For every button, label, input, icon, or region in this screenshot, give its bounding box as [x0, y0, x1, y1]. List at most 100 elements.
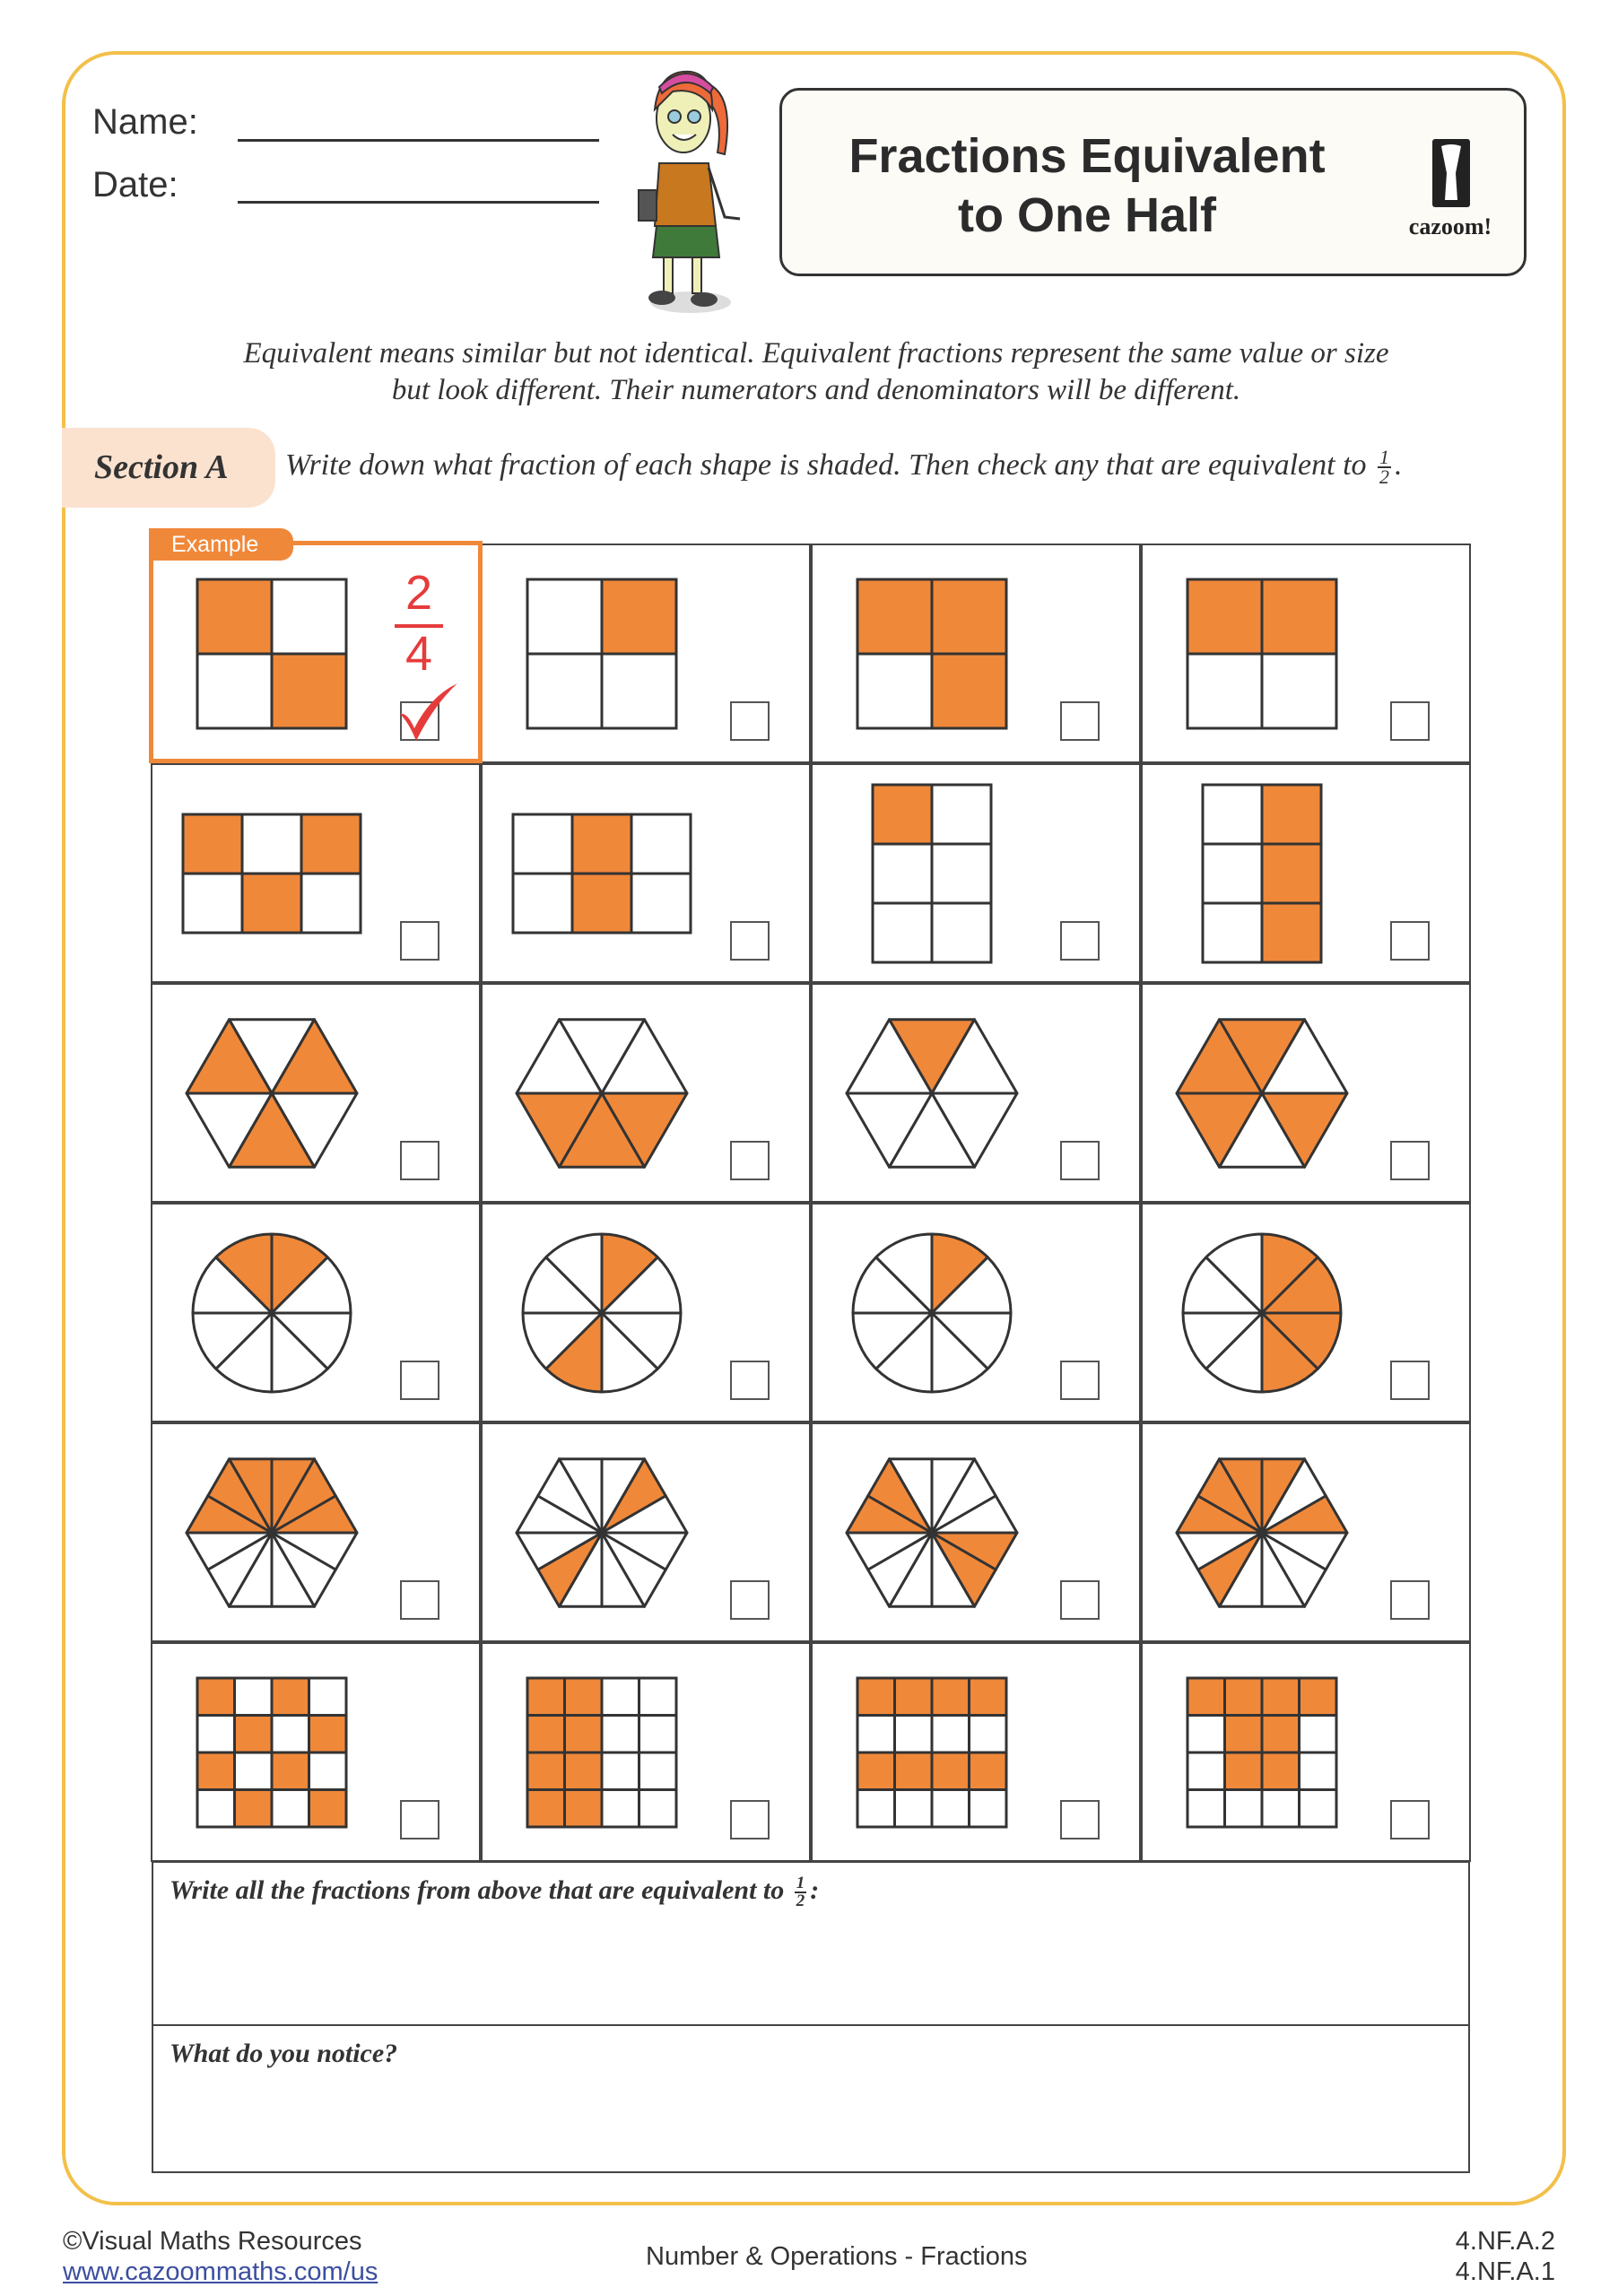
- equivalent-checkbox[interactable]: [1060, 1800, 1100, 1839]
- equivalent-checkbox[interactable]: [1060, 1361, 1100, 1400]
- worksheet-title: Fractions Equivalent to One Half: [818, 126, 1356, 245]
- shape-part: [856, 1788, 896, 1829]
- shape-part: [930, 1751, 970, 1791]
- shape-part: [1260, 901, 1323, 964]
- shape-part: [1186, 1751, 1226, 1791]
- footer-link[interactable]: www.cazoommaths.com/us: [63, 2257, 378, 2286]
- shape-part: [893, 1788, 934, 1829]
- shape-part: [196, 1788, 236, 1829]
- shape-part: [893, 1714, 934, 1754]
- equivalent-checkbox[interactable]: [730, 1580, 770, 1620]
- equivalent-checkbox[interactable]: [1390, 1800, 1430, 1839]
- shape-hex6: [845, 1018, 1019, 1169]
- equivalent-checkbox[interactable]: [730, 921, 770, 961]
- shape-part: [185, 1018, 274, 1095]
- notice-answer-box[interactable]: What do you notice?: [152, 2024, 1470, 2173]
- shape-part: [1260, 578, 1338, 656]
- equivalent-checkbox[interactable]: [400, 1800, 439, 1839]
- shape-part: [1298, 1751, 1338, 1791]
- name-label: Name:: [92, 102, 198, 142]
- equivalent-checkbox[interactable]: [400, 1361, 439, 1400]
- date-field[interactable]: [238, 201, 599, 204]
- shape-part: [600, 578, 678, 656]
- equivalent-checkbox[interactable]: [730, 1800, 770, 1839]
- shape-cell: [481, 1203, 811, 1422]
- shape-hex12: [185, 1457, 359, 1608]
- equivalent-checkbox[interactable]: [1390, 1141, 1430, 1180]
- equivalent-checkbox[interactable]: [400, 1580, 439, 1620]
- shape-hex6: [515, 1018, 689, 1169]
- equivalent-checkbox[interactable]: [730, 1141, 770, 1180]
- equivalent-checkbox[interactable]: [730, 701, 770, 741]
- name-field[interactable]: [238, 139, 599, 142]
- shape-cell: [481, 1642, 811, 1862]
- shape-part: [1186, 1788, 1226, 1829]
- equivalent-checkbox[interactable]: [1390, 921, 1430, 961]
- equivalent-checkbox[interactable]: [730, 1361, 770, 1400]
- shape-part: [871, 783, 934, 846]
- notice-prompt: What do you notice?: [170, 2039, 398, 2068]
- shape-part: [930, 652, 1008, 730]
- shape-part: [270, 652, 348, 730]
- shape-part: [570, 813, 633, 875]
- title-line-1: Fractions Equivalent: [848, 129, 1326, 183]
- date-label: Date:: [92, 165, 178, 204]
- shape-cell: [151, 983, 481, 1203]
- shape-part: [856, 578, 934, 656]
- shape-part: [526, 578, 604, 656]
- shape-part: [563, 1788, 604, 1829]
- numerator: 1: [794, 1874, 807, 1894]
- shape-part: [888, 1457, 934, 1535]
- footer-standard-2: 4.NF.A.1: [1455, 2257, 1555, 2286]
- shape-part: [930, 1788, 970, 1829]
- shape-cell: [151, 1422, 481, 1642]
- shape-part: [630, 813, 692, 875]
- equivalent-checkbox[interactable]: [1060, 1141, 1100, 1180]
- shape-grid: [196, 578, 348, 730]
- shape-hex6: [185, 1018, 359, 1169]
- shape-hex6: [1175, 1018, 1349, 1169]
- section-label: Section A: [94, 448, 229, 486]
- example-frame: [149, 541, 483, 763]
- shape-part: [930, 842, 993, 905]
- shape-part: [1260, 842, 1323, 905]
- shape-part: [181, 872, 244, 935]
- shape-part: [968, 1788, 1008, 1829]
- shape-part: [300, 813, 362, 875]
- shape-circle8: [851, 1232, 1013, 1394]
- equivalent-fractions-answer-box[interactable]: Write all the fractions from above that …: [152, 1861, 1470, 2026]
- shape-grid: [871, 783, 993, 964]
- equivalent-checkbox[interactable]: [400, 921, 439, 961]
- shape-part: [1298, 1788, 1338, 1829]
- shape-cell: [481, 1422, 811, 1642]
- footer-topic: Number & Operations - Fractions: [646, 2242, 1028, 2271]
- shape-part: [638, 1714, 678, 1754]
- numerator: 1: [1378, 446, 1392, 469]
- equivalent-checkbox[interactable]: [1060, 1580, 1100, 1620]
- equivalent-checkbox[interactable]: [1060, 921, 1100, 961]
- shape-cell: [1141, 763, 1471, 983]
- instruction-end: .: [1395, 448, 1403, 482]
- equivalent-prompt-text: Write all the fractions from above that …: [170, 1875, 785, 1905]
- shape-part: [511, 813, 574, 875]
- shape-part: [1201, 842, 1264, 905]
- shape-cell: [151, 544, 481, 763]
- shape-grid: [181, 813, 362, 935]
- equivalent-checkbox[interactable]: [400, 1141, 439, 1180]
- denominator: 2: [796, 1892, 805, 1911]
- shape-part: [563, 1714, 604, 1754]
- shape-part: [930, 1714, 970, 1754]
- equivalent-checkbox[interactable]: [1060, 701, 1100, 741]
- shape-part: [1186, 1714, 1226, 1754]
- equivalent-checkbox[interactable]: [1390, 701, 1430, 741]
- shape-cell: [481, 983, 811, 1203]
- shape-part: [1201, 783, 1264, 846]
- shape-part: [233, 1714, 274, 1754]
- equivalent-checkbox[interactable]: [1390, 1580, 1430, 1620]
- shape-part: [1223, 1751, 1264, 1791]
- shape-part: [1260, 1751, 1300, 1791]
- shape-part: [308, 1714, 348, 1754]
- shape-part: [526, 1714, 566, 1754]
- equivalent-checkbox[interactable]: [1390, 1361, 1430, 1400]
